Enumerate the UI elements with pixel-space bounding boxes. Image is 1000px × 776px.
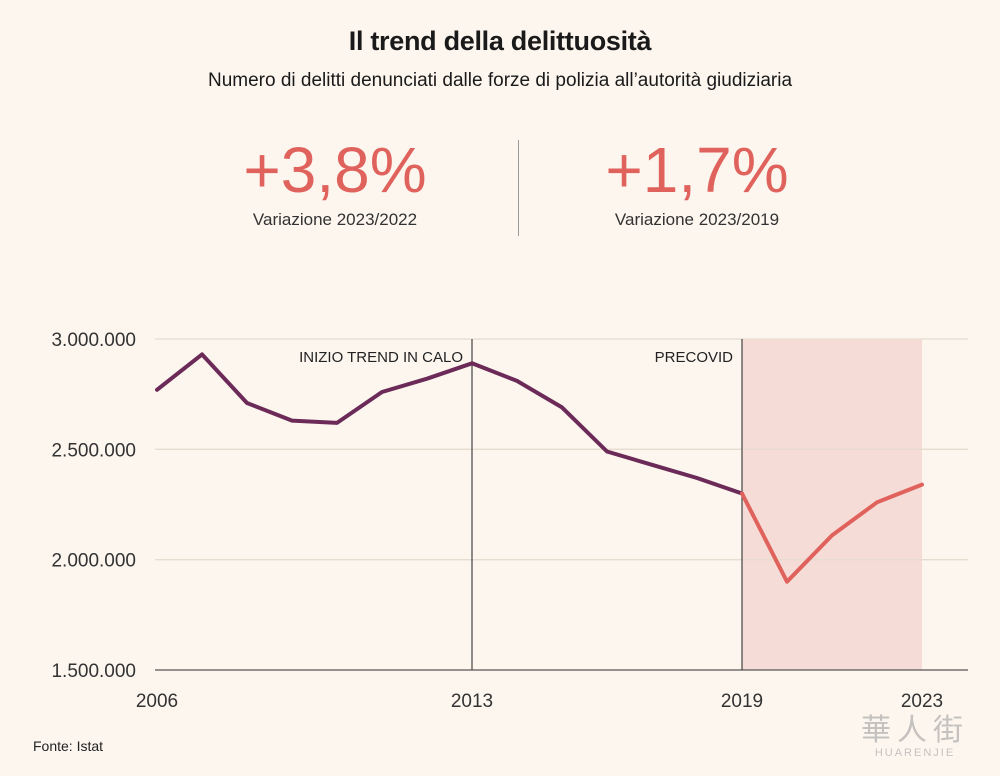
series-line-pre-covid [155, 352, 744, 496]
annotation-label: PRECOVID [655, 349, 734, 366]
y-tick-label: 2.500.000 [51, 440, 136, 461]
x-tick-label: 2013 [451, 691, 493, 712]
x-tick-label: 2023 [901, 691, 943, 712]
shaded-period [742, 339, 922, 670]
y-tick-label: 2.000.000 [51, 551, 136, 572]
kpi-value: +1,7% [605, 134, 789, 206]
kpi-label: Variazione 2023/2022 [252, 210, 418, 229]
series-line-post-covid [740, 482, 924, 584]
kpi-variation-2023-2019: +1,7% Variazione 2023/2019 [532, 132, 862, 230]
watermark: 華人街 HUARENJIE [850, 713, 980, 760]
kpi-label: Variazione 2023/2019 [614, 210, 780, 229]
x-tick-label: 2019 [721, 691, 763, 712]
kpi-divider [518, 140, 519, 236]
watermark-logo: 華人街 [861, 713, 969, 748]
source-note: Fonte: Istat [33, 738, 104, 754]
watermark-text: HUARENJIE [874, 747, 956, 759]
kpi-value: +3,8% [243, 134, 427, 206]
x-tick-label: 2006 [136, 691, 178, 712]
y-tick-label: 1.500.000 [51, 661, 136, 682]
chart-title: Il trend della delittuosità [348, 26, 652, 56]
y-tick-label: 3.000.000 [51, 330, 136, 351]
annotation-label: INIZIO TREND IN CALO [299, 349, 463, 366]
kpi-variation-2023-2022: +3,8% Variazione 2023/2022 [170, 132, 500, 230]
chart-subtitle: Numero di delitti denunciati dalle forze… [207, 70, 793, 91]
